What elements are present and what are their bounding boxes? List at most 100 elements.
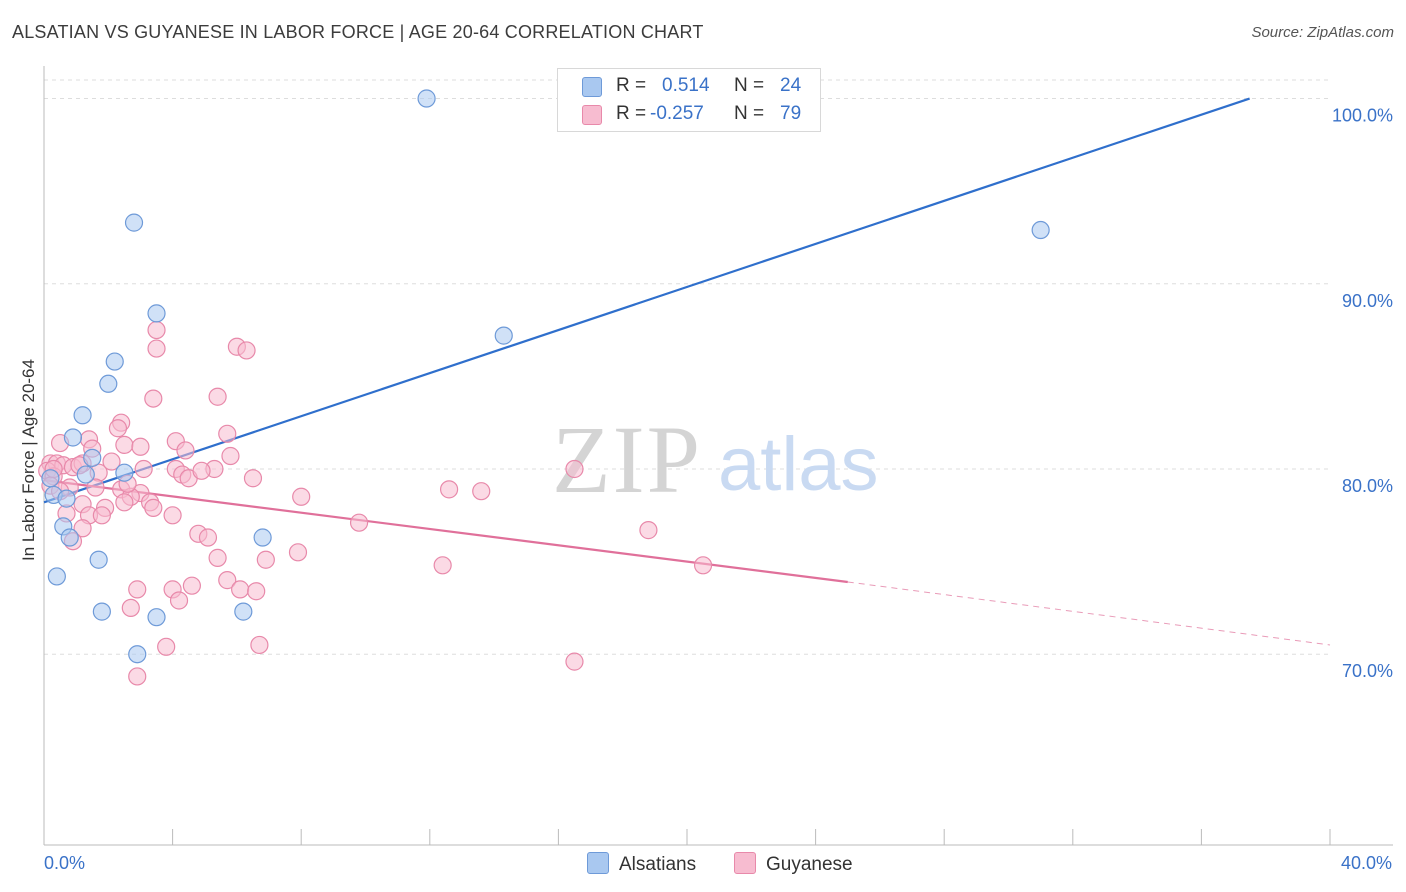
guyanese-point <box>243 469 263 488</box>
alsatians-point <box>124 213 144 232</box>
data-points <box>38 89 1050 686</box>
guyanese-point <box>144 389 163 408</box>
alsatians-point <box>99 374 118 393</box>
y-tick-labels: 70.0% 80.0% 90.0% 100.0% <box>1332 106 1393 682</box>
guyanese-point <box>288 543 308 562</box>
chart-title: ALSATIAN VS GUYANESE IN LABOR FORCE | AG… <box>12 22 704 42</box>
guyanese-point <box>565 459 584 479</box>
r-value: 0.514 <box>662 75 710 96</box>
alsatians-point <box>253 528 272 547</box>
n-label: N = <box>734 75 765 96</box>
guyanese-point <box>147 339 166 358</box>
guyanese-point <box>349 513 369 532</box>
n-value: 24 <box>780 75 802 96</box>
y-axis-label: In Labor Force | Age 20-64 <box>19 359 38 561</box>
n-label: N = <box>734 103 765 124</box>
series-alsatians <box>41 89 1050 664</box>
guyanese-trend-line <box>43 479 848 584</box>
guyanese-point <box>108 419 128 438</box>
alsatians-point <box>1031 220 1050 240</box>
guyanese-point <box>250 635 269 655</box>
legend-row-guyanese: R = -0.257 N = 79 <box>558 101 820 127</box>
watermark-atlas: atlas <box>718 422 879 507</box>
alsatians-point <box>147 608 166 627</box>
guyanese-point <box>169 591 189 610</box>
guyanese-point <box>198 528 218 547</box>
guyanese-point <box>92 506 111 525</box>
guyanese-point <box>208 387 227 406</box>
guyanese-swatch <box>582 105 602 125</box>
alsatians-point <box>234 602 253 621</box>
legend-item-guyanese: Guyanese <box>734 852 853 876</box>
alsatians-point <box>63 428 83 447</box>
alsatians-point <box>41 469 60 488</box>
alsatians-point <box>57 489 76 508</box>
guyanese-legend-swatch <box>734 852 756 874</box>
alsatians-point <box>92 602 111 621</box>
guyanese-point <box>565 652 584 671</box>
legend-row-alsatians: R = 0.514 N = 24 <box>558 73 820 99</box>
guyanese-point <box>147 320 166 340</box>
guyanese-point <box>221 446 240 466</box>
guyanese-point <box>102 452 121 471</box>
guyanese-point <box>86 478 105 497</box>
guyanese-point <box>693 556 713 575</box>
alsatians-point <box>83 448 102 467</box>
guyanese-trend-extension <box>847 581 1331 646</box>
guyanese-point <box>292 487 311 506</box>
axes <box>43 66 1393 846</box>
guyanese-legend-label: Guyanese <box>766 854 853 875</box>
guyanese-point <box>157 637 176 656</box>
r-value: -0.257 <box>650 103 704 124</box>
r-label: R = <box>616 103 647 124</box>
guyanese-point <box>115 435 134 455</box>
guyanese-point <box>433 556 452 575</box>
n-value: 79 <box>780 103 802 124</box>
guyanese-point <box>218 424 237 443</box>
legend-item-alsatians: Alsatians <box>587 852 696 876</box>
x-tick-label-max: 40.0% <box>1341 853 1392 873</box>
alsatians-point <box>128 645 147 664</box>
guyanese-point <box>192 461 211 480</box>
alsatians-swatch <box>582 77 602 97</box>
y-tick-label: 90.0% <box>1342 291 1393 311</box>
alsatians-point <box>47 567 66 586</box>
guyanese-point <box>208 548 227 567</box>
guyanese-point <box>439 480 459 499</box>
alsatians-point <box>60 528 79 547</box>
trend-lines <box>43 97 1331 646</box>
y-tick-label: 70.0% <box>1342 661 1393 681</box>
stats-legend: R = 0.514 N = 24 R = -0.257 N = 79 <box>557 68 821 132</box>
alsatians-point <box>105 352 124 371</box>
alsatians-point <box>147 304 166 323</box>
alsatians-point <box>417 89 436 108</box>
gridlines <box>44 79 1330 655</box>
guyanese-point <box>237 341 256 360</box>
guyanese-point <box>131 437 150 456</box>
guyanese-point <box>121 598 140 618</box>
watermark-zip: ZIP <box>552 406 702 513</box>
guyanese-point <box>134 459 153 479</box>
guyanese-point <box>247 582 266 601</box>
alsatians-point <box>115 463 134 482</box>
guyanese-point <box>182 576 201 595</box>
x-tick-label-min: 0.0% <box>44 853 85 873</box>
guyanese-point <box>115 493 134 512</box>
alsatians-point <box>73 406 92 425</box>
alsatians-legend-label: Alsatians <box>619 854 697 875</box>
y-tick-label: 80.0% <box>1342 476 1393 496</box>
guyanese-point <box>218 571 237 590</box>
guyanese-point <box>128 667 147 686</box>
guyanese-point <box>176 441 195 460</box>
alsatians-point <box>89 550 108 569</box>
alsatians-trend-line <box>43 97 1250 504</box>
alsatians-point <box>494 326 513 345</box>
guyanese-point <box>256 550 275 569</box>
guyanese-point <box>163 506 182 525</box>
guyanese-point <box>144 498 163 517</box>
alsatians-point <box>76 465 95 484</box>
alsatians-legend-swatch <box>587 852 609 874</box>
guyanese-point <box>639 521 658 540</box>
guyanese-point <box>472 482 491 501</box>
